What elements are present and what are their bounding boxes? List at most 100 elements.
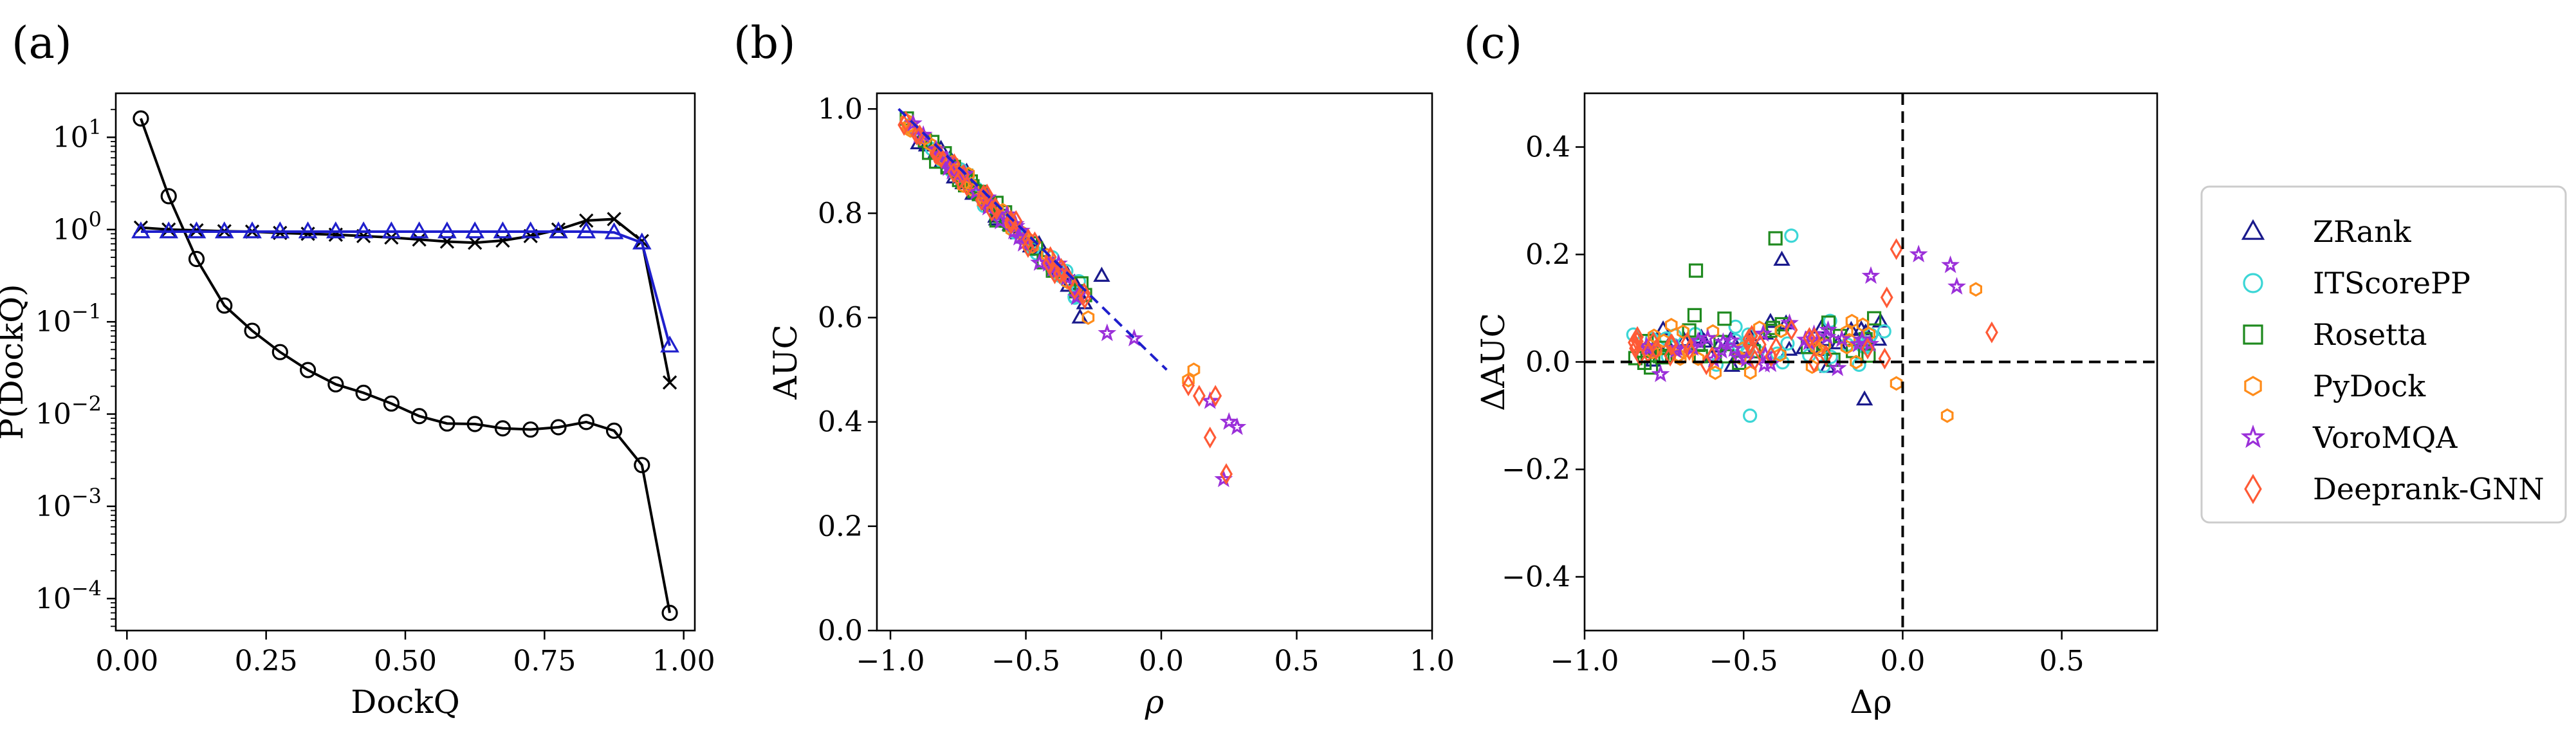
data-point-square (1687, 308, 1702, 322)
data-point-triangle (159, 221, 179, 239)
data-point-triangle (243, 221, 262, 239)
data-point-diamond (1748, 349, 1762, 371)
y-tick-label: 0.8 (818, 197, 863, 230)
data-point-diamond (1004, 212, 1018, 235)
data-point-diamond (1022, 228, 1035, 250)
data-point-diamond (1004, 209, 1017, 232)
data-point-square (1644, 360, 1659, 375)
data-point-x (551, 222, 566, 237)
data-point-x (468, 235, 483, 250)
data-point-x-stroke (468, 235, 483, 250)
data-point-diamond (1861, 337, 1874, 360)
data-point-star (1941, 255, 1960, 273)
data-point-square (1717, 311, 1732, 326)
x-tick-label: −0.5 (991, 645, 1060, 678)
x-tick-label: −0.5 (1709, 645, 1778, 678)
data-point-hexagon (1709, 365, 1722, 380)
data-point-circle (494, 420, 511, 437)
data-point-triangle (465, 221, 485, 239)
y-tick-label: 100 (53, 207, 102, 246)
data-point-star (1832, 329, 1852, 347)
data-point-triangle (214, 221, 234, 239)
data-point-hexagon (957, 178, 970, 194)
legend-label: Deeprank-GNN (2313, 472, 2544, 506)
data-point-diamond (1890, 238, 1903, 261)
data-point-circle (160, 188, 177, 205)
x-tick-label: 0.0 (1139, 645, 1184, 678)
data-point-diamond (1078, 282, 1091, 304)
data-point-hexagon (1081, 310, 1095, 325)
panel-label-b: (b) (733, 18, 796, 69)
data-point-hexagon (1182, 373, 1195, 388)
data-point-diamond (910, 124, 924, 146)
y-tick-label: 0.6 (818, 302, 863, 335)
data-point-diamond (1021, 235, 1035, 258)
y-tick-label-base: 10 (35, 398, 71, 431)
y-tick-label-exponent: 1 (89, 115, 102, 139)
y-tick-label: 10−4 (35, 576, 102, 615)
data-point-star (1668, 338, 1686, 356)
data-point-diamond (1664, 344, 1677, 367)
data-point-diamond (1769, 336, 1783, 358)
plot-frame (115, 92, 696, 632)
data-point-diamond (1193, 385, 1206, 407)
data-point-star (1909, 245, 1928, 263)
data-point-circle (550, 419, 567, 436)
data-point-circle (634, 457, 650, 474)
x-tick-label: 1.00 (652, 645, 715, 678)
legend-marker-hexagon (2244, 376, 2262, 396)
data-point-diamond (1220, 463, 1233, 485)
x-tick-label: −1.0 (1550, 645, 1619, 678)
panel-label-a: (a) (12, 18, 72, 69)
x-tick-label: 0.75 (513, 645, 576, 678)
data-point-star (1698, 328, 1717, 347)
data-point-star (1125, 328, 1144, 347)
data-point-triangle (409, 221, 429, 239)
legend-marker-diamond (2244, 474, 2262, 504)
legend-frame (2200, 185, 2567, 524)
plot-frame (1583, 92, 2158, 632)
data-point-triangle (660, 335, 679, 353)
data-point-star (1713, 332, 1733, 350)
data-point-circle (188, 250, 205, 268)
legend-marker-star (2240, 424, 2266, 448)
panel-a: (a)0.00 0.25 0.50 0.75 1.0010−410−310−210−11… (0, 18, 715, 721)
data-point-triangle (354, 221, 373, 239)
data-point-diamond (1068, 278, 1081, 300)
data-point-x-stroke (412, 232, 427, 247)
data-point-square (1866, 311, 1882, 326)
y-axis-label: ΔAUC (1475, 313, 1512, 411)
data-point-circle (133, 110, 149, 127)
data-point-star (1722, 331, 1741, 349)
data-point-hexagon (1850, 355, 1863, 370)
data-point-circle (578, 414, 594, 430)
data-point-hexagon (1890, 376, 1903, 391)
data-point-diamond (1078, 287, 1091, 309)
data-point-hexagon (1677, 324, 1689, 339)
data-point-hexagon (1743, 365, 1757, 380)
data-point-triangle (632, 232, 652, 250)
y-tick-label-exponent: −2 (71, 392, 102, 416)
y-tick-label: 0.2 (818, 510, 863, 543)
y-tick-label: −0.4 (1502, 561, 1570, 594)
y-tick-label: 101 (53, 115, 102, 154)
data-point-diamond (1646, 331, 1660, 353)
data-point-hexagon (1840, 340, 1854, 355)
data-point-circle (522, 421, 539, 438)
data-point-circle (216, 297, 233, 314)
data-point-star (1729, 347, 1748, 366)
data-point-x (579, 213, 594, 228)
plot-frame (876, 92, 1433, 632)
data-point-circle (355, 384, 372, 401)
legend: ZRank ITScorePP Rosetta PyDock VoroMQA Deepra… (2200, 185, 2567, 524)
y-tick-label-base: 10 (35, 306, 71, 338)
data-point-star (948, 165, 967, 183)
data-point-square (1821, 315, 1836, 330)
data-point-circle (439, 415, 455, 432)
data-point-star (1098, 323, 1117, 342)
data-point-hexagon (1187, 362, 1201, 378)
y-axis-label: P(DockQ) (0, 284, 30, 439)
x-tick-label: 1.0 (1410, 645, 1455, 678)
data-point-triangle (437, 221, 457, 239)
